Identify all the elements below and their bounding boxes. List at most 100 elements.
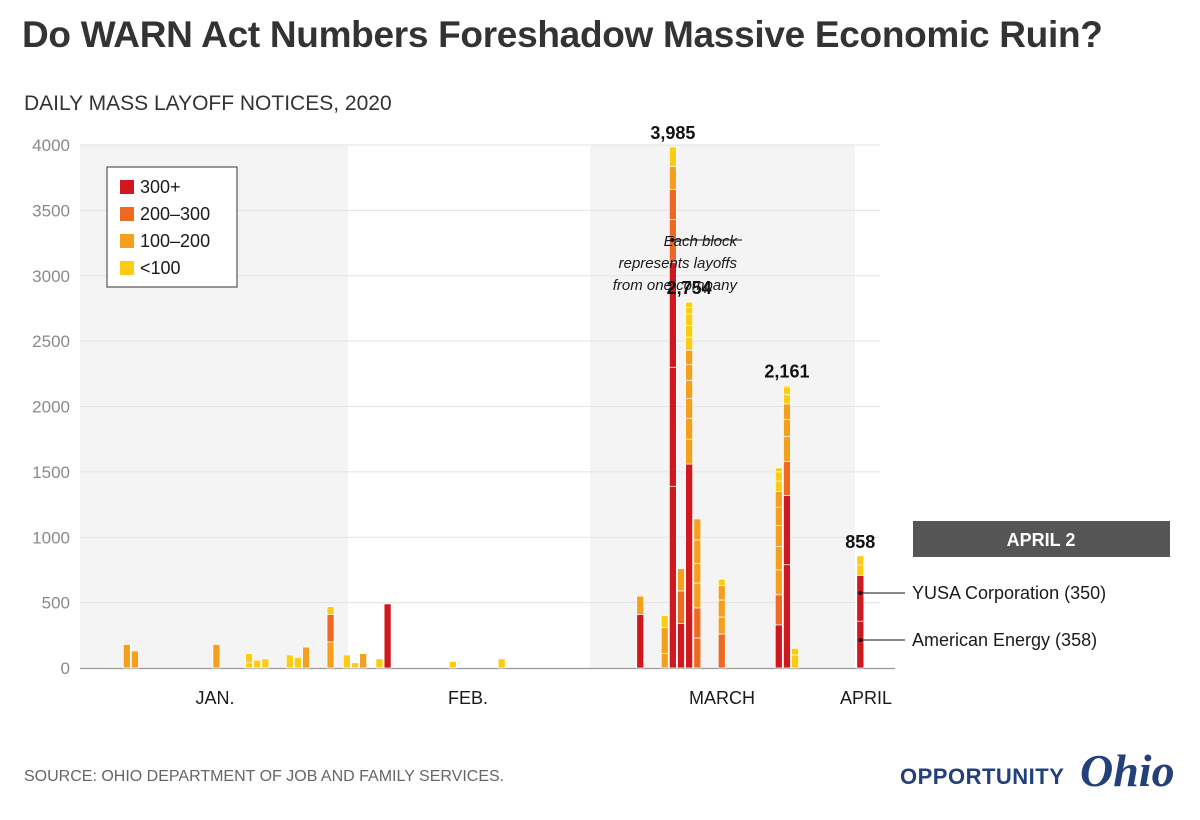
bar-block: [245, 653, 253, 664]
company-callout-label: YUSA Corporation (350): [912, 583, 1106, 603]
legend-label: 200–300: [140, 204, 210, 224]
bar-block: [131, 650, 139, 669]
legend-label: 100–200: [140, 231, 210, 251]
day-bar: [448, 661, 457, 669]
bar-block: [685, 364, 694, 381]
bar-block: [326, 641, 335, 669]
bar-block: [783, 495, 791, 566]
bar-total-label: 2,161: [764, 361, 809, 381]
y-tick-label: 500: [42, 594, 70, 613]
bar-block: [660, 627, 669, 654]
bar-block: [685, 313, 694, 326]
day-bar: [359, 653, 367, 669]
logo-script: Ohio: [1080, 745, 1175, 796]
bar-block: [497, 658, 506, 669]
legend-swatch: [120, 180, 134, 194]
bar-block: [783, 403, 791, 420]
bar-block: [636, 595, 645, 615]
bar-block: [668, 189, 677, 220]
legend: 300+ 200–300 100–200 <100: [106, 166, 238, 288]
y-tick-label: 3500: [32, 201, 70, 220]
day-bar: [343, 654, 351, 669]
bar-block: [774, 624, 783, 669]
page-title: Do WARN Act Numbers Foreshadow Massive E…: [22, 14, 1103, 55]
bar-block: [668, 166, 677, 190]
layoff-chart: 0 500 1000 1500 2000 2500 3000 3500 4000 JAN. FEB.…: [32, 123, 1170, 708]
bar-block: [685, 301, 694, 308]
annotation-line: from one company: [613, 277, 739, 294]
opportunity-ohio-logo: OPPORTUNITY Ohio: [900, 740, 1180, 804]
bar-block: [856, 564, 865, 576]
day-bar: [245, 653, 253, 669]
day-bar: [294, 657, 302, 669]
bar-block: [245, 662, 253, 669]
y-tick-label: 0: [61, 659, 70, 678]
bar-block: [717, 633, 726, 669]
y-tick-label: 1500: [32, 463, 70, 482]
bar-block: [660, 653, 669, 669]
bar-block: [677, 623, 685, 669]
day-bar: [791, 648, 799, 669]
day-bar: [660, 615, 669, 669]
bar-block: [668, 485, 677, 669]
bar-block: [660, 615, 669, 628]
day-bar: [122, 644, 131, 669]
bar-block: [448, 661, 457, 669]
bar-block: [693, 539, 702, 564]
bar-block: [693, 582, 702, 609]
bar-block: [383, 603, 392, 669]
bar-block: [294, 657, 302, 669]
bar-block: [685, 417, 694, 440]
bar-block: [774, 471, 783, 482]
bar-block: [717, 578, 726, 586]
bar-block: [375, 658, 384, 669]
bar-block: [783, 385, 791, 388]
y-tick-label: 3000: [32, 267, 70, 286]
day-bar: [693, 518, 702, 669]
bar-block: [717, 585, 726, 601]
bar-block: [783, 564, 791, 669]
bar-block: [677, 568, 685, 592]
source-note: SOURCE: OHIO DEPARTMENT OF JOB AND FAMIL…: [24, 768, 505, 785]
bar-block: [774, 546, 783, 571]
april-banner: [913, 521, 1170, 557]
bar-block: [783, 436, 791, 462]
bar-block: [636, 614, 645, 669]
bar-block: [774, 594, 783, 626]
bar-block: [783, 386, 791, 396]
legend-swatch: [120, 207, 134, 221]
bar-block: [856, 555, 865, 566]
callout-dot: [858, 591, 863, 595]
bar-block: [668, 146, 677, 167]
bar-block: [783, 419, 791, 437]
bar-block: [253, 659, 262, 669]
bar-block: [856, 620, 865, 669]
bar-block: [693, 518, 702, 541]
day-bar: [351, 662, 359, 669]
legend-swatch: [120, 234, 134, 248]
bar-block: [791, 654, 799, 669]
bar-block: [668, 366, 677, 487]
day-bar: [261, 658, 270, 669]
y-tick-label: 2000: [32, 398, 70, 417]
bar-block: [774, 569, 783, 596]
day-bar: [685, 301, 694, 669]
bar-block: [359, 653, 367, 669]
bar-block: [326, 606, 335, 615]
bar-block: [685, 349, 694, 366]
bar-block: [783, 461, 791, 496]
bar-block: [326, 614, 335, 643]
legend-label: <100: [140, 258, 181, 278]
day-bar: [212, 644, 221, 669]
day-bar: [326, 606, 335, 669]
bar-block: [685, 325, 694, 338]
month-label: JAN.: [195, 688, 234, 708]
bar-block: [693, 607, 702, 639]
day-bar: [774, 467, 783, 669]
y-tick-label: 2500: [32, 332, 70, 351]
annotation-line: represents layoffs: [619, 255, 738, 272]
bar-block: [774, 525, 783, 547]
bar-block: [302, 646, 310, 669]
month-label: MARCH: [689, 688, 755, 708]
day-bar: [302, 646, 310, 669]
